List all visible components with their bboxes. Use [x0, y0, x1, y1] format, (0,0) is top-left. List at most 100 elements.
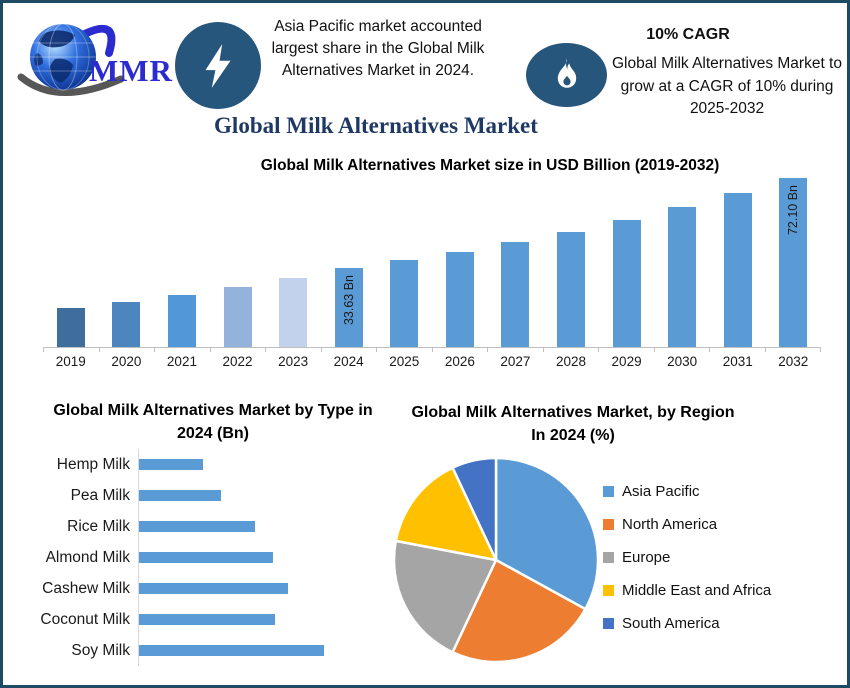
type-label: Soy Milk	[71, 641, 130, 659]
x-axis-label-2029: 2029	[611, 354, 642, 369]
type-bar	[139, 521, 255, 532]
pie-slice-europe	[392, 539, 498, 654]
type-bar-track	[138, 542, 401, 573]
axis-tick	[100, 348, 155, 352]
legend-swatch	[603, 585, 614, 596]
legend-item-south-america: South America	[603, 613, 771, 634]
type-bar-track	[138, 573, 401, 604]
cagr-text: Global Milk Alternatives Market to grow …	[611, 55, 842, 117]
bar-slot-2022	[210, 179, 266, 347]
bar-2031	[723, 193, 752, 347]
legend-label: Asia Pacific	[622, 483, 700, 500]
x-axis-label-2021: 2021	[166, 354, 197, 369]
legend-swatch	[603, 552, 614, 563]
bar-slot-2023	[265, 179, 321, 347]
axis-tick	[766, 348, 821, 352]
type-row-coconut-milk: Coconut Milk	[21, 604, 401, 635]
bar-slot-2026	[432, 179, 488, 347]
axis-tick	[377, 348, 433, 352]
x-axis-label-2020: 2020	[111, 354, 142, 369]
bar-2019	[56, 308, 85, 347]
x-axis-label-2030: 2030	[667, 354, 698, 369]
bar-2029	[612, 220, 641, 347]
legend-swatch	[603, 486, 614, 497]
axis-tick	[266, 348, 322, 352]
axis-tick	[488, 348, 544, 352]
x-axis-label-2027: 2027	[500, 354, 531, 369]
x-axis-label-2031: 2031	[722, 354, 753, 369]
legend-item-middle-east-and-africa: Middle East and Africa	[603, 580, 771, 601]
market-size-chart-title: Global Milk Alternatives Market size in …	[260, 157, 720, 174]
axis-tick	[544, 348, 599, 352]
bar-2020	[112, 302, 141, 347]
legend-swatch	[603, 519, 614, 530]
pie-slice-south-america	[451, 456, 498, 562]
type-row-rice-milk: Rice Milk	[21, 511, 401, 542]
x-axis-label-2022: 2022	[222, 354, 253, 369]
legend-item-asia-pacific: Asia Pacific	[603, 481, 771, 502]
type-bar	[139, 614, 275, 625]
type-bar-track	[138, 511, 401, 542]
bar-slot-2031	[710, 179, 766, 347]
axis-tick	[155, 348, 211, 352]
bar-slot-2029	[599, 179, 655, 347]
legend-label: Europe	[622, 549, 671, 566]
fact-asia-pacific: Asia Pacific market accounted largest sh…	[271, 18, 485, 79]
axis-tick	[322, 348, 377, 352]
bar-slot-2027	[488, 179, 544, 347]
legend-item-north-america: North America	[603, 514, 771, 535]
bar-2032: 72.10 Bn	[779, 178, 808, 347]
type-bar-track	[138, 449, 401, 480]
bar-2021	[167, 295, 196, 347]
bar-slot-2030	[654, 179, 710, 347]
cagr-heading: 10% CAGR	[646, 26, 730, 43]
bar-2030	[668, 207, 697, 347]
bar-value-label-2024: 33.63 Bn	[341, 275, 356, 326]
type-bar-chart: Hemp Milk Pea Milk Rice Milk Almond Milk Cas…	[21, 449, 401, 666]
legend-label: North America	[622, 516, 718, 533]
bar-slot-2025	[376, 179, 432, 347]
page-title: Global Milk Alternatives Market	[214, 113, 538, 138]
market-size-bar-chart: 33.63 Bn 72.10 Bn 2019 2020 2021 2022 2023 202…	[43, 178, 822, 369]
x-axis-labels: 2019 2020 2021 2022 2023 2024 2025 2026 2027 2028…	[43, 354, 821, 369]
bar-slot-2024: 33.63 Bn	[321, 179, 377, 347]
type-label: Pea Milk	[70, 486, 130, 504]
lightning-icon	[175, 22, 261, 109]
globe-icon	[17, 23, 125, 96]
x-axis-label-2028: 2028	[555, 354, 587, 369]
bar-2025	[390, 260, 419, 347]
type-row-almond-milk: Almond Milk	[21, 542, 401, 573]
type-bar-track	[138, 604, 401, 635]
bar-2023	[279, 278, 308, 347]
axis-tick	[599, 348, 655, 352]
pie-slice-north-america	[451, 558, 587, 664]
x-axis-label-2024: 2024	[333, 354, 364, 369]
x-axis-label-2019: 2019	[55, 354, 86, 369]
type-label: Cashew Milk	[42, 579, 130, 597]
x-axis-label-2025: 2025	[389, 354, 420, 369]
x-axis-label-2026: 2026	[444, 354, 475, 369]
type-bar-track	[138, 480, 401, 511]
type-bar	[139, 459, 203, 470]
type-bar-track	[138, 635, 401, 666]
pie-slice-middle-east-and-africa	[394, 466, 498, 562]
type-row-hemp-milk: Hemp Milk	[21, 449, 401, 480]
type-label: Hemp Milk	[56, 455, 130, 473]
type-row-soy-milk: Soy Milk	[21, 635, 401, 666]
pie-slice-asia-pacific	[494, 456, 600, 611]
flame-icon	[526, 43, 607, 107]
bar-slot-2032: 72.10 Bn	[766, 178, 822, 347]
bar-slot-2028	[543, 179, 599, 347]
bar-slot-2020	[99, 179, 155, 347]
type-bar	[139, 490, 221, 501]
legend-label: Middle East and Africa	[622, 582, 772, 599]
type-label: Rice Milk	[67, 517, 130, 535]
axis-tick	[433, 348, 488, 352]
axis-tick	[211, 348, 266, 352]
type-label: Almond Milk	[45, 548, 130, 566]
bar-2028	[556, 232, 585, 347]
legend-label: South America	[622, 615, 720, 632]
bar-slot-2021	[154, 179, 210, 347]
logo-text: MMR	[89, 53, 173, 88]
bar-value-label-2032: 72.10 Bn	[786, 185, 801, 236]
